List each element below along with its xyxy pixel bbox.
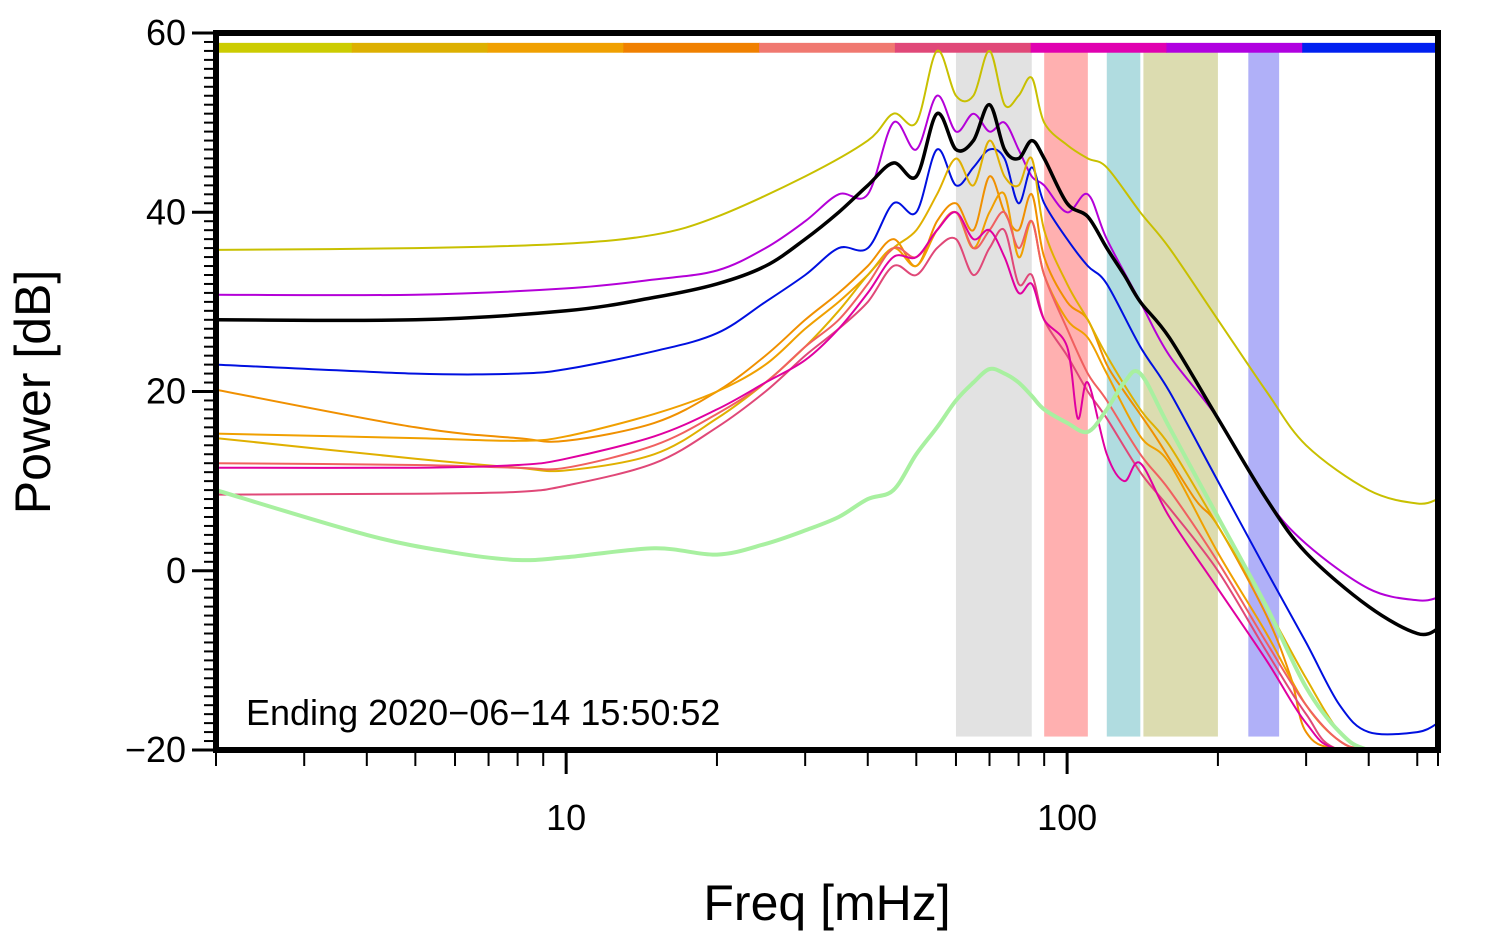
x-tick-label: 100 [1037,797,1097,838]
top-bar-segment-5 [894,42,1032,53]
series-light-green [216,366,1379,750]
band-1 [1044,50,1088,737]
y-axis: 60 40 20 0 −20 [125,12,216,770]
top-bar-segment-0 [216,42,353,53]
x-axis: 10 100 [215,750,1439,838]
series-rose [216,227,1344,750]
series-gold [216,139,1374,750]
y-tick-label: −20 [125,729,186,770]
band-0 [955,50,1032,737]
x-axis-title: Freq [mHz] [703,875,950,931]
top-bar-segment-2 [487,42,624,53]
top-bar-segment-1 [351,42,489,53]
series-yellow [216,49,1438,505]
top-bar-segment-8 [1302,42,1439,53]
top-color-bar [216,42,1439,53]
series-salmon [216,210,1375,750]
y-tick-label: 40 [146,191,186,232]
frequency-bands [955,50,1280,737]
x-tick-label: 10 [546,797,586,838]
y-axis-title: Power [dB] [5,270,61,515]
y-tick-label: 60 [146,12,186,53]
series-blue [216,148,1438,736]
band-2 [1106,50,1141,737]
series-orange-2 [216,191,1375,750]
series-black [216,102,1438,637]
band-3 [1143,50,1218,737]
top-bar-segment-6 [1030,42,1168,53]
y-tick-label: 0 [166,550,186,591]
series-layer [216,49,1438,750]
ending-timestamp: Ending 2020−06−14 15:50:52 [246,692,720,733]
top-bar-segment-3 [623,42,760,53]
y-tick-label: 20 [146,371,186,412]
top-bar-segment-4 [759,42,896,53]
top-bar-segment-7 [1166,42,1303,53]
series-magenta [216,211,1345,750]
